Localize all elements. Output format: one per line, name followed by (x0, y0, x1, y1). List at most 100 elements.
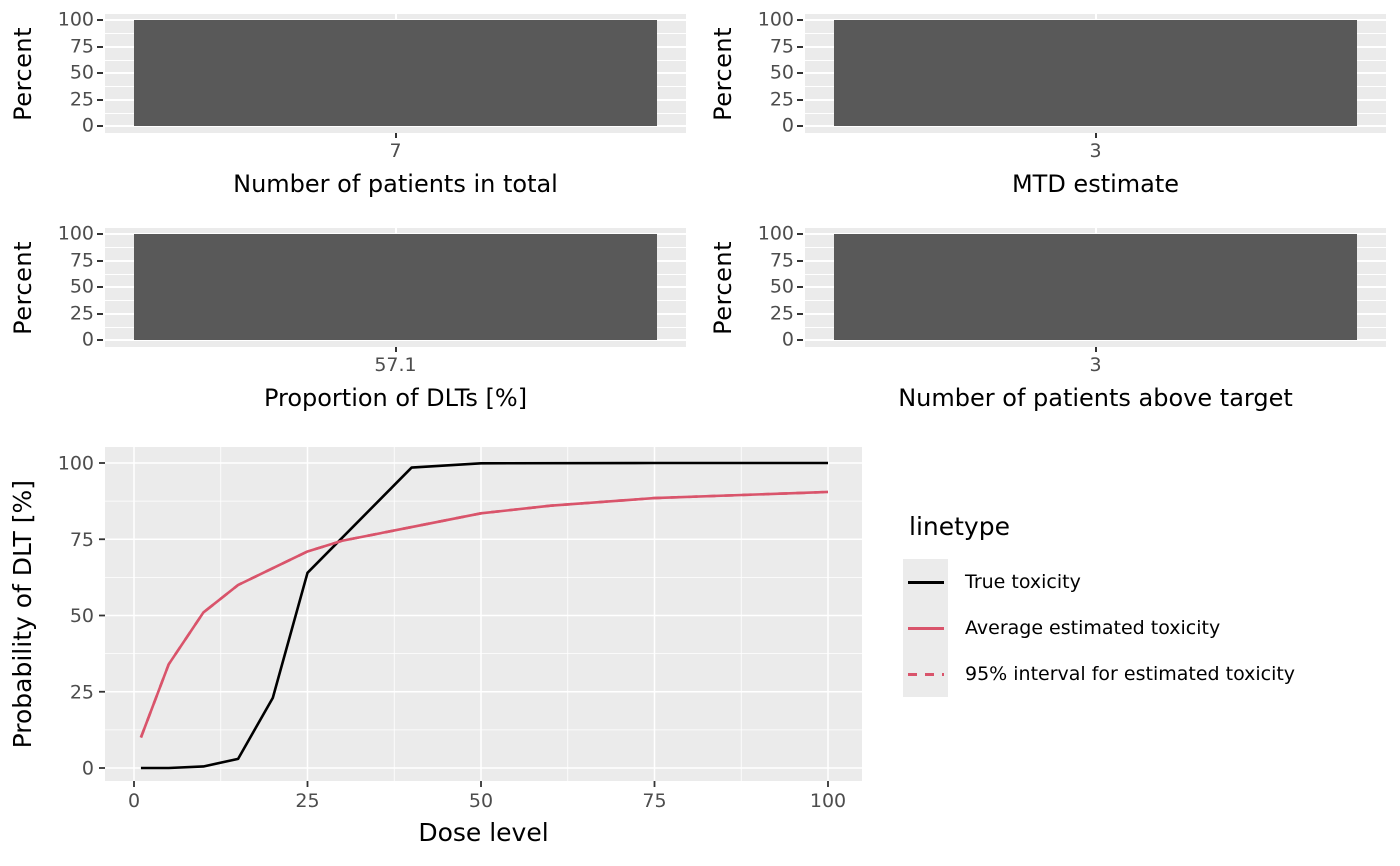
line-chart-canvas: 0 25 50 75 100 0 25 50 75 100 (58, 447, 862, 812)
y-tick-label: 25 (70, 681, 94, 703)
y-axis-ticks: 100 75 50 25 0 (746, 222, 805, 351)
y-tick-label: 50 (769, 275, 794, 298)
y-tick-mark (797, 259, 803, 262)
y-tick-mark (97, 233, 103, 235)
y-tick-label: 25 (769, 88, 794, 110)
y-tick-label: 100 (757, 222, 794, 245)
y-tick-mark (97, 98, 103, 101)
legend-body: True toxicity Average estimated toxicity… (903, 559, 1295, 697)
legend-key (903, 651, 948, 697)
category-gridline-stub (1094, 14, 1097, 20)
bar-chart-patients-above-target: Percent 100 75 50 25 0 3 Number of patients … (700, 222, 1400, 412)
black-solid-line-sample (907, 580, 944, 584)
y-tick-mark (97, 19, 103, 21)
red-solid-line-sample (907, 626, 944, 630)
bar-100-percent (134, 20, 657, 126)
major-gridline (105, 125, 686, 127)
y-tick-label: 50 (69, 275, 94, 298)
x-axis-title: Number of patients in total (233, 169, 558, 198)
y-tick-mark (97, 259, 103, 262)
x-axis-title: MTD estimate (1011, 169, 1180, 198)
x-tick-mark (1094, 133, 1097, 138)
red-dashed-line-sample (907, 672, 944, 676)
bar-chart-patients-total: Percent 100 75 50 25 0 7 Number of patients … (0, 8, 700, 198)
y-tick-mark (97, 125, 103, 127)
x-tick-mark (394, 133, 397, 138)
x-tick-mark (394, 347, 397, 352)
y-tick-labels: 0 25 50 75 100 (58, 453, 94, 780)
x-tick-labels: 0 25 50 75 100 (128, 790, 846, 812)
y-axis-title: Probability of DLT [%] (7, 479, 37, 749)
y-tick-label: 75 (70, 529, 94, 551)
y-tick-label: 50 (69, 61, 94, 84)
y-tick-label: 75 (69, 35, 94, 57)
x-tick-label: 25 (295, 790, 319, 812)
category-gridline-stub (394, 14, 397, 20)
major-gridline (805, 125, 1386, 127)
major-gridline (805, 339, 1386, 341)
y-tick-label: 75 (69, 249, 94, 271)
plot-panel (805, 14, 1386, 133)
y-tick-label: 75 (769, 249, 794, 271)
y-tick-label: 25 (769, 302, 794, 324)
plot-panel (105, 447, 862, 781)
legend-item-95-interval: 95% interval for estimated toxicity (903, 651, 1295, 697)
major-gridline (105, 339, 686, 341)
plot-panel (105, 14, 686, 133)
bar-chart-proportion-dlts: Percent 100 75 50 25 0 57.1 Proportion of DL… (0, 222, 700, 412)
y-tick-label: 0 (82, 758, 94, 780)
y-tick-mark (97, 312, 103, 315)
y-tick-label: 0 (81, 114, 94, 137)
y-tick-mark (797, 45, 803, 48)
y-axis-title: Percent (709, 240, 737, 335)
y-tick-label: 100 (57, 8, 94, 31)
x-tick-label: 75 (642, 790, 666, 812)
legend-key (903, 559, 948, 605)
y-axis-title: Percent (709, 26, 737, 121)
x-tick-label: 3 (1089, 140, 1102, 162)
y-tick-label: 75 (769, 35, 794, 57)
y-tick-mark (97, 45, 103, 48)
y-tick-mark (797, 286, 803, 288)
series-line-95-interval-for-estimated-toxicity (139, 490, 829, 738)
y-tick-mark (797, 339, 803, 341)
x-axis-title: Proportion of DLTs [%] (263, 383, 528, 412)
y-axis-title: Percent (9, 240, 37, 335)
x-axis-title: Dose level (418, 818, 549, 847)
y-axis-ticks: 100 75 50 25 0 (746, 10, 805, 137)
plot-panel (105, 228, 686, 347)
y-tick-label: 0 (81, 328, 94, 351)
y-axis-title: Percent (9, 26, 37, 121)
y-tick-label: 100 (58, 453, 94, 475)
y-axis-ticks: 100 75 50 25 0 (46, 222, 105, 351)
legend-title: linetype (909, 512, 1010, 541)
y-tick-mark (797, 233, 803, 235)
minor-gridlines (105, 447, 862, 781)
x-axis-title: Number of patients above target (898, 383, 1293, 412)
x-tick-label: 3 (1089, 354, 1102, 376)
y-tick-mark (797, 312, 803, 315)
category-gridline-stub (394, 228, 397, 234)
legend-label: True toxicity (965, 571, 1081, 593)
legend-item-true-toxicity: True toxicity (903, 559, 1295, 605)
y-tick-mark (797, 98, 803, 101)
category-gridline-stub (1094, 228, 1097, 234)
legend-item-average-estimated-toxicity: Average estimated toxicity (903, 605, 1295, 651)
bar-chart-mtd-estimate: Percent 100 75 50 25 0 3 MTD estimate (700, 10, 1400, 198)
x-tick-label: 0 (128, 790, 140, 812)
y-tick-label: 0 (781, 328, 794, 351)
y-tick-mark (97, 72, 103, 74)
series-line-true-toxicity (140, 461, 828, 770)
y-tick-label: 100 (57, 222, 94, 245)
y-tick-mark (797, 125, 803, 127)
legend-label: 95% interval for estimated toxicity (965, 663, 1296, 685)
y-tick-label: 0 (781, 114, 794, 137)
bar-100-percent (834, 20, 1357, 126)
legend-key (903, 605, 948, 651)
y-tick-label: 25 (69, 88, 94, 110)
dose-toxicity-line-chart: 0 25 50 75 100 0 25 50 75 100 (0, 426, 880, 866)
series-lines (139, 461, 829, 770)
y-tick-label: 50 (769, 61, 794, 84)
x-tick-mark (1094, 347, 1097, 352)
plot-panel (805, 228, 1386, 347)
